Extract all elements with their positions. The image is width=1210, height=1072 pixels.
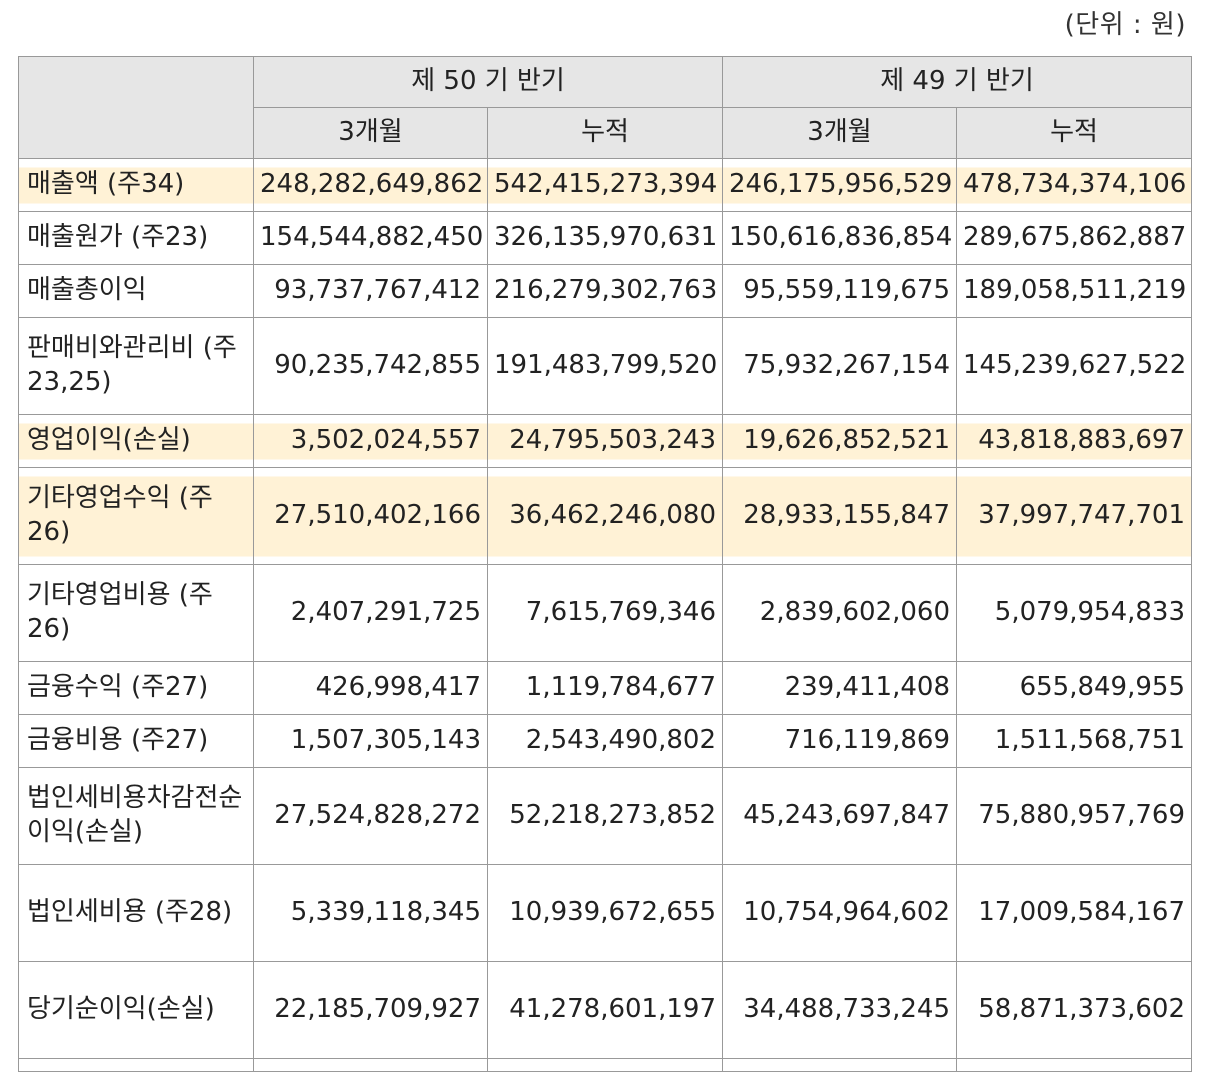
table-row-sga: 판매비와관리비 (주23,25) 90,235,742,855 191,483,… xyxy=(18,317,1192,415)
table-row-finance-income: 금융수익 (주27) 426,998,417 1,119,784,677 239… xyxy=(18,661,1192,715)
cell-value: 2,407,291,725 xyxy=(253,564,488,662)
cell-value: 41,278,601,197 xyxy=(487,961,723,1059)
table-row-finance-cost: 금융비용 (주27) 1,507,305,143 2,543,490,802 7… xyxy=(18,714,1192,768)
cell-value: 655,849,955 xyxy=(956,661,1192,715)
header-row-subperiods: 3개월 누적 3개월 누적 xyxy=(19,107,1192,159)
table-row-revenue: 매출액 (주34) 248,282,649,862 542,415,273,39… xyxy=(18,158,1192,212)
cell-value: 478,734,374,106 xyxy=(956,158,1192,212)
header-cumulative-50: 누적 xyxy=(487,107,723,159)
cell-value: 154,544,882,450 xyxy=(253,211,488,265)
cell-value: 10,754,964,602 xyxy=(722,864,957,962)
row-label: 영업이익(손실) xyxy=(18,414,254,468)
cell-value: 1,119,784,677 xyxy=(487,661,723,715)
header-period-50: 제 50 기 반기 xyxy=(253,56,723,108)
cell-value: 5,339,118,345 xyxy=(253,864,488,962)
unit-label: (단위 : 원) xyxy=(1064,10,1186,40)
header-3month-50: 3개월 xyxy=(253,107,488,159)
cell-value: 2,839,602,060 xyxy=(722,564,957,662)
row-label: 매출총이익 xyxy=(18,264,254,318)
empty-cell xyxy=(253,1058,488,1072)
cell-value: 7,615,769,346 xyxy=(487,564,723,662)
cell-value: 1,511,568,751 xyxy=(956,714,1192,768)
row-label: 기타영업수익 (주26) xyxy=(18,467,254,565)
cell-value: 248,282,649,862 xyxy=(253,158,488,212)
cell-value: 75,880,957,769 xyxy=(956,767,1192,865)
header-cumulative-49: 누적 xyxy=(956,107,1192,159)
cell-value: 93,737,767,412 xyxy=(253,264,488,318)
cell-value: 19,626,852,521 xyxy=(722,414,957,468)
table-row-pretax-income: 법인세비용차감전순이익(손실) 27,524,828,272 52,218,27… xyxy=(18,767,1192,865)
row-label: 금융수익 (주27) xyxy=(18,661,254,715)
table-row-cutoff xyxy=(18,1058,1192,1072)
cell-value: 716,119,869 xyxy=(722,714,957,768)
cell-value: 43,818,883,697 xyxy=(956,414,1192,468)
cell-value: 326,135,970,631 xyxy=(487,211,723,265)
cell-value: 216,279,302,763 xyxy=(487,264,723,318)
table-row-cost-of-sales: 매출원가 (주23) 154,544,882,450 326,135,970,6… xyxy=(18,211,1192,265)
cell-value: 542,415,273,394 xyxy=(487,158,723,212)
cell-value: 90,235,742,855 xyxy=(253,317,488,415)
cell-value: 36,462,246,080 xyxy=(487,467,723,565)
row-label: 법인세비용 (주28) xyxy=(18,864,254,962)
cell-value: 52,218,273,852 xyxy=(487,767,723,865)
header-row-periods: 제 50 기 반기 제 49 기 반기 xyxy=(18,56,1192,159)
cell-value: 150,616,836,854 xyxy=(722,211,957,265)
row-label: 기타영업비용 (주26) xyxy=(18,564,254,662)
row-label: 당기순이익(손실) xyxy=(18,961,254,1059)
cell-value: 426,998,417 xyxy=(253,661,488,715)
cell-value: 246,175,956,529 xyxy=(722,158,957,212)
table-row-gross-profit: 매출총이익 93,737,767,412 216,279,302,763 95,… xyxy=(18,264,1192,318)
row-label: 금융비용 (주27) xyxy=(18,714,254,768)
cell-value: 27,510,402,166 xyxy=(253,467,488,565)
cell-value: 1,507,305,143 xyxy=(253,714,488,768)
cell-value: 95,559,119,675 xyxy=(722,264,957,318)
cell-value: 37,997,747,701 xyxy=(956,467,1192,565)
table-row-other-operating-income: 기타영업수익 (주26) 27,510,402,166 36,462,246,0… xyxy=(18,467,1192,565)
cell-value: 5,079,954,833 xyxy=(956,564,1192,662)
cell-value: 289,675,862,887 xyxy=(956,211,1192,265)
cell-value: 189,058,511,219 xyxy=(956,264,1192,318)
empty-cell xyxy=(722,1058,957,1072)
income-statement-table: 제 50 기 반기 제 49 기 반기 3개월 누적 3개월 누적 매출액 (주… xyxy=(18,56,1192,1072)
cell-value: 191,483,799,520 xyxy=(487,317,723,415)
table-row-operating-income: 영업이익(손실) 3,502,024,557 24,795,503,243 19… xyxy=(18,414,1192,468)
header-corner-cell xyxy=(18,56,254,159)
cell-value: 145,239,627,522 xyxy=(956,317,1192,415)
cell-value: 28,933,155,847 xyxy=(722,467,957,565)
cell-value: 239,411,408 xyxy=(722,661,957,715)
cell-value: 10,939,672,655 xyxy=(487,864,723,962)
cell-value: 27,524,828,272 xyxy=(253,767,488,865)
row-label: 매출원가 (주23) xyxy=(18,211,254,265)
row-label: 매출액 (주34) xyxy=(18,158,254,212)
row-label: 판매비와관리비 (주23,25) xyxy=(18,317,254,415)
header-period-49: 제 49 기 반기 xyxy=(722,56,1192,108)
cell-value: 45,243,697,847 xyxy=(722,767,957,865)
table-row-net-income: 당기순이익(손실) 22,185,709,927 41,278,601,197 … xyxy=(18,961,1192,1059)
cell-value: 2,543,490,802 xyxy=(487,714,723,768)
empty-cell xyxy=(18,1058,254,1072)
table-row-income-tax: 법인세비용 (주28) 5,339,118,345 10,939,672,655… xyxy=(18,864,1192,962)
row-label: 법인세비용차감전순이익(손실) xyxy=(18,767,254,865)
cell-value: 58,871,373,602 xyxy=(956,961,1192,1059)
cell-value: 24,795,503,243 xyxy=(487,414,723,468)
empty-cell xyxy=(956,1058,1192,1072)
cell-value: 17,009,584,167 xyxy=(956,864,1192,962)
table-row-other-operating-expense: 기타영업비용 (주26) 2,407,291,725 7,615,769,346… xyxy=(18,564,1192,662)
cell-value: 34,488,733,245 xyxy=(722,961,957,1059)
header-3month-49: 3개월 xyxy=(722,107,957,159)
cell-value: 3,502,024,557 xyxy=(253,414,488,468)
cell-value: 22,185,709,927 xyxy=(253,961,488,1059)
cell-value: 75,932,267,154 xyxy=(722,317,957,415)
empty-cell xyxy=(487,1058,723,1072)
